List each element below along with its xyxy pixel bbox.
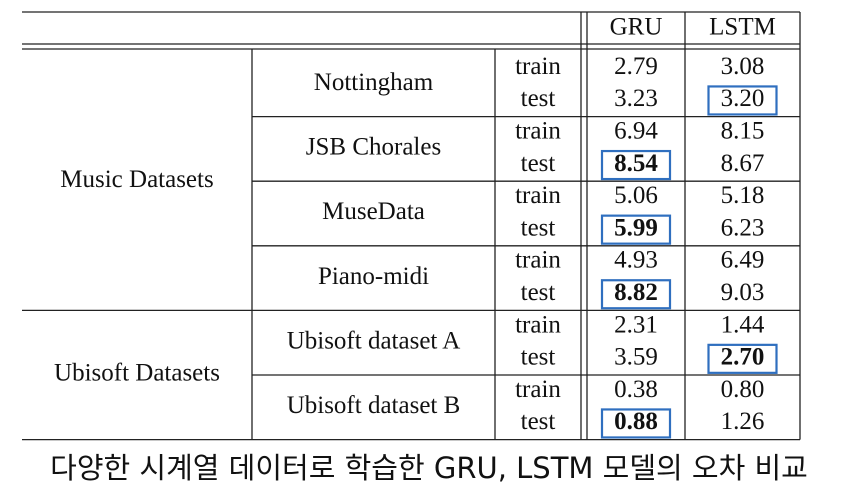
value-cell: 2.70 xyxy=(721,344,765,371)
caption: 다양한 시계열 데이터로 학습한 GRU, LSTM 모델의 오차 비교 xyxy=(50,451,808,485)
split-label: test xyxy=(521,279,556,306)
dataset-name: Ubisoft dataset A xyxy=(287,327,461,354)
value-cell: 5.99 xyxy=(614,214,658,241)
value-cell: 8.82 xyxy=(614,279,658,306)
value-cell: 6.49 xyxy=(721,247,765,274)
highlight-box xyxy=(600,214,672,245)
split-label: train xyxy=(515,182,561,209)
value-cell: 5.06 xyxy=(614,182,658,209)
dataset-name: Piano-midi xyxy=(318,263,429,290)
value-cell: 3.59 xyxy=(614,344,658,371)
value-cell: 6.23 xyxy=(721,214,765,241)
group-name: Ubisoft Datasets xyxy=(54,360,220,387)
value-cell: 5.18 xyxy=(721,182,765,209)
dataset-name: Ubisoft dataset B xyxy=(287,392,461,419)
value-cell: 6.94 xyxy=(614,117,658,144)
split-label: train xyxy=(515,117,561,144)
split-label: test xyxy=(521,150,556,177)
dataset-name: MuseData xyxy=(322,198,425,225)
split-label: test xyxy=(521,85,556,112)
value-cell: 8.54 xyxy=(614,150,658,177)
split-label: train xyxy=(515,247,561,274)
split-label: test xyxy=(521,214,556,241)
value-cell: 8.67 xyxy=(721,150,765,177)
value-cell: 1.44 xyxy=(721,311,765,338)
value-cell: 3.08 xyxy=(721,53,765,80)
highlight-box xyxy=(600,149,672,181)
value-cell: 3.23 xyxy=(614,85,658,112)
dataset-name: JSB Chorales xyxy=(306,134,441,161)
split-label: test xyxy=(521,344,556,371)
value-cell: 0.38 xyxy=(614,376,658,403)
value-cell: 8.15 xyxy=(721,117,765,144)
value-cell: 0.80 xyxy=(721,376,765,403)
value-cell: 4.93 xyxy=(614,247,658,274)
column-header: GRU xyxy=(610,14,663,41)
split-label: test xyxy=(521,408,556,435)
value-cell: 3.20 xyxy=(721,85,765,112)
value-cell: 2.31 xyxy=(614,311,658,338)
value-cell: 0.88 xyxy=(614,408,658,435)
highlight-box xyxy=(707,85,778,116)
split-label: train xyxy=(515,53,561,80)
group-name: Music Datasets xyxy=(60,166,213,193)
value-cell: 2.79 xyxy=(614,53,658,80)
split-label: train xyxy=(515,376,561,403)
highlight-box xyxy=(600,408,672,439)
value-cell: 9.03 xyxy=(721,279,765,306)
highlight-box xyxy=(600,279,672,310)
value-cell: 1.26 xyxy=(721,408,765,435)
column-header: LSTM xyxy=(709,14,776,41)
highlight-box xyxy=(707,343,778,374)
dataset-name: Nottingham xyxy=(314,69,434,96)
split-label: train xyxy=(515,311,561,338)
